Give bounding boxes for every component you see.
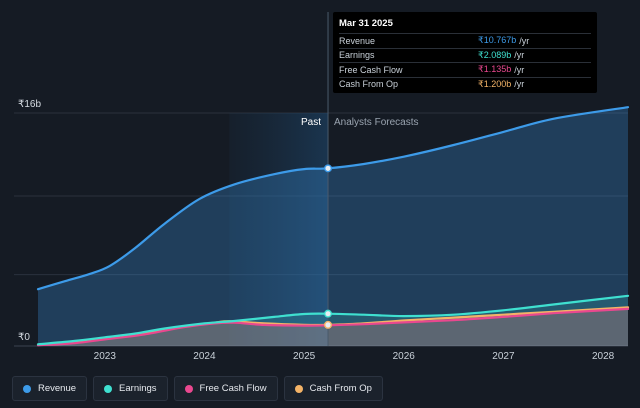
free-cash-flow-line (36, 307, 630, 347)
tooltip-unit: /yr (514, 50, 525, 61)
earnings-area (38, 295, 628, 346)
tooltip-unit: /yr (514, 79, 525, 90)
earnings-line (36, 294, 630, 346)
revenue-marker (324, 164, 333, 173)
data-tooltip: Mar 31 2025 Revenue ₹10.767b/yr Earnings ₹2… (333, 12, 597, 93)
x-tick-label: 2027 (492, 351, 515, 362)
x-tick-label: 2024 (193, 351, 216, 362)
y-axis-top-label: ₹16b (18, 99, 41, 110)
legend-item-free-cash-flow[interactable]: Free Cash Flow (173, 376, 278, 401)
legend-label: Cash From Op (309, 383, 372, 394)
past-highlight-region (229, 113, 329, 346)
tooltip-series-name: Free Cash Flow (339, 64, 403, 75)
tooltip-title: Mar 31 2025 (339, 18, 591, 34)
legend-label: Revenue (38, 383, 77, 394)
legend-item-cash-from-op[interactable]: Cash From Op (283, 376, 383, 401)
tooltip-series-value: ₹2.089b (478, 49, 512, 60)
revenue-area (38, 107, 628, 346)
legend-label: Earnings (119, 383, 157, 394)
x-tick-label: 2025 (293, 351, 316, 362)
legend-item-earnings[interactable]: Earnings (93, 376, 168, 401)
past-label: Past (301, 117, 321, 128)
x-tick-label: 2023 (94, 351, 117, 362)
tooltip-row: Cash From Op ₹1.200b/yr (339, 78, 591, 92)
chart-legend: Revenue Earnings Free Cash Flow Cash From O… (12, 376, 383, 401)
tooltip-series-value: ₹1.135b (478, 64, 512, 75)
tooltip-row: Revenue ₹10.767b/yr (339, 34, 591, 49)
legend-item-revenue[interactable]: Revenue (12, 376, 88, 401)
tooltip-row: Free Cash Flow ₹1.135b/yr (339, 63, 591, 78)
tooltip-series-name: Cash From Op (339, 79, 399, 90)
tooltip-unit: /yr (519, 35, 530, 46)
free-cash-flow-area (38, 308, 628, 346)
tooltip-series-name: Revenue (339, 35, 376, 46)
tooltip-row: Earnings ₹2.089b/yr (339, 49, 591, 63)
legend-dot-icon (294, 384, 303, 393)
x-tick-label: 2028 (592, 351, 615, 362)
legend-dot-icon (184, 384, 193, 393)
legend-label: Free Cash Flow (199, 383, 267, 394)
earnings-marker (324, 309, 333, 318)
tooltip-series-name: Earnings (339, 50, 375, 61)
tooltip-unit: /yr (514, 64, 525, 75)
x-tick-label: 2026 (393, 351, 416, 362)
tooltip-series-value: ₹1.200b (478, 78, 512, 89)
cash-from-op-marker (324, 320, 333, 329)
revenue-line (36, 106, 630, 291)
y-axis-bottom-label: ₹0 (18, 332, 30, 343)
legend-dot-icon (104, 384, 113, 393)
forecast-label: Analysts Forecasts (334, 117, 418, 128)
tooltip-series-value: ₹10.767b (478, 35, 517, 46)
legend-dot-icon (23, 384, 31, 393)
